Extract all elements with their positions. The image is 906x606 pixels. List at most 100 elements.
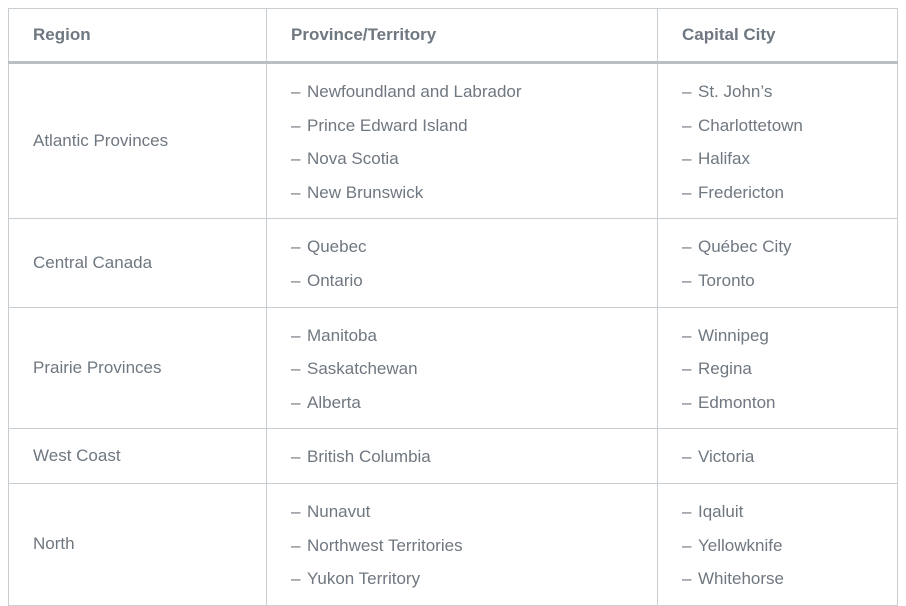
- capital-item: – Québec City: [682, 230, 897, 264]
- province-item: – Nunavut: [291, 495, 657, 529]
- province-cell-list: – Quebec – Ontario: [291, 219, 657, 306]
- dash-bullet: –: [682, 392, 692, 412]
- dash-bullet: –: [682, 501, 692, 521]
- header-row: Region Province/Territory Capital City: [8, 8, 898, 64]
- province-item: – Newfoundland and Labrador: [291, 75, 657, 109]
- dash-bullet: –: [682, 325, 692, 345]
- dash-bullet: –: [682, 270, 692, 290]
- province-item-label: Nova Scotia: [307, 149, 399, 169]
- capital-item-label: Charlottetown: [698, 115, 803, 135]
- province-item-label: British Columbia: [307, 447, 431, 467]
- dash-bullet: –: [682, 569, 692, 589]
- header-region: Region: [8, 8, 267, 64]
- table-row: West Coast – British Columbia – Victoria: [8, 428, 898, 484]
- province-cell: – British Columbia: [266, 428, 658, 484]
- province-item: – Nova Scotia: [291, 142, 657, 176]
- province-item: – Saskatchewan: [291, 352, 657, 386]
- dash-bullet: –: [682, 82, 692, 101]
- table-row: North – Nunavut – Northwest Territories – Yuko…: [8, 482, 898, 606]
- dash-bullet: –: [291, 359, 301, 379]
- province-item-label: Ontario: [307, 270, 363, 290]
- capital-cell-list: – Winnipeg – Regina – Edmonton: [682, 308, 897, 429]
- capital-item: – Fredericton: [682, 176, 897, 210]
- table-row: Atlantic Provinces – Newfoundland and Labr…: [8, 61, 898, 220]
- dash-bullet: –: [291, 270, 301, 290]
- province-item-label: Northwest Territories: [307, 535, 463, 555]
- dash-bullet: –: [291, 182, 301, 202]
- capital-item: – Iqaluit: [682, 495, 897, 529]
- table-header: Region Province/Territory Capital City: [8, 8, 898, 64]
- capital-item-label: Yellowknife: [698, 535, 783, 555]
- table-row: Central Canada – Quebec – Ontario – Québec Cit…: [8, 218, 898, 308]
- capital-item-label: Winnipeg: [698, 325, 769, 345]
- province-cell: – Newfoundland and Labrador – Prince Edward…: [266, 61, 658, 220]
- table-row: Prairie Provinces – Manitoba – Saskatchewan –…: [8, 306, 898, 430]
- province-item: – Alberta: [291, 386, 657, 420]
- dash-bullet: –: [291, 325, 301, 345]
- regions-table: Region Province/Territory Capital City A…: [8, 8, 898, 606]
- capital-item: – Whitehorse: [682, 562, 897, 596]
- region-cell: West Coast: [8, 428, 267, 484]
- capital-item: – Winnipeg: [682, 319, 897, 353]
- province-item: – New Brunswick: [291, 176, 657, 210]
- capital-item: – Toronto: [682, 264, 897, 298]
- capital-item: – Charlottetown: [682, 109, 897, 143]
- province-item: – Yukon Territory: [291, 562, 657, 596]
- capital-item-label: Toronto: [698, 270, 755, 290]
- region-cell: Central Canada: [8, 218, 267, 308]
- capital-item: – Yellowknife: [682, 529, 897, 563]
- region-cell: North: [8, 482, 267, 606]
- capital-cell-list: – Iqaluit – Yellowknife – Whitehorse: [682, 484, 897, 605]
- province-item: – Northwest Territories: [291, 529, 657, 563]
- province-item-label: New Brunswick: [307, 182, 424, 202]
- dash-bullet: –: [682, 182, 692, 202]
- dash-bullet: –: [682, 359, 692, 379]
- province-cell: – Nunavut – Northwest Territories – Yukon Ter…: [266, 482, 658, 606]
- province-item: – Quebec: [291, 230, 657, 264]
- capital-item: – Halifax: [682, 142, 897, 176]
- province-cell: – Manitoba – Saskatchewan – Alberta: [266, 306, 658, 430]
- dash-bullet: –: [291, 237, 301, 257]
- dash-bullet: –: [291, 149, 301, 169]
- capital-cell: – Iqaluit – Yellowknife – Whitehorse: [657, 482, 898, 606]
- capital-cell: – Winnipeg – Regina – Edmonton: [657, 306, 898, 430]
- capital-cell-list: – Québec City – Toronto: [682, 219, 897, 306]
- capital-cell-list: – Victoria: [682, 429, 897, 483]
- dash-bullet: –: [682, 535, 692, 555]
- dash-bullet: –: [291, 535, 301, 555]
- region-cell: Prairie Provinces: [8, 306, 267, 430]
- capital-item-label: Fredericton: [698, 182, 784, 202]
- province-item-label: Alberta: [307, 392, 361, 412]
- table-body: Atlantic Provinces – Newfoundland and Labr…: [8, 61, 898, 606]
- capital-item-label: Halifax: [698, 149, 750, 169]
- dash-bullet: –: [291, 447, 301, 467]
- province-item-label: Saskatchewan: [307, 359, 418, 379]
- province-cell-list: – Nunavut – Northwest Territories – Yukon Ter…: [291, 484, 657, 605]
- capital-item: – St. John’s: [682, 75, 897, 109]
- capital-item-label: Iqaluit: [698, 501, 744, 521]
- dash-bullet: –: [291, 115, 301, 135]
- region-cell: Atlantic Provinces: [8, 61, 267, 220]
- capital-item-label: Québec City: [698, 237, 792, 257]
- capital-item-label: Victoria: [698, 447, 755, 467]
- province-item-label: Nunavut: [307, 501, 371, 521]
- dash-bullet: –: [291, 392, 301, 412]
- capital-item: – Victoria: [682, 440, 897, 474]
- province-cell-list: – Manitoba – Saskatchewan – Alberta: [291, 308, 657, 429]
- province-item-label: Prince Edward Island: [307, 115, 468, 135]
- province-item: – Prince Edward Island: [291, 109, 657, 143]
- province-item: – British Columbia: [291, 440, 657, 474]
- province-item-label: Quebec: [307, 237, 367, 257]
- capital-cell: – St. John’s – Charlottetown – Halifax – Freder…: [657, 61, 898, 220]
- header-capital-city: Capital City: [657, 8, 898, 64]
- province-item-label: Newfoundland and Labrador: [307, 82, 522, 101]
- province-item: – Manitoba: [291, 319, 657, 353]
- capital-cell-list: – St. John’s – Charlottetown – Halifax – Freder…: [682, 64, 897, 218]
- dash-bullet: –: [682, 115, 692, 135]
- capital-item-label: Regina: [698, 359, 752, 379]
- capital-item-label: Edmonton: [698, 392, 776, 412]
- dash-bullet: –: [682, 447, 692, 467]
- dash-bullet: –: [291, 501, 301, 521]
- dash-bullet: –: [682, 237, 692, 257]
- header-province-territory: Province/Territory: [266, 8, 658, 64]
